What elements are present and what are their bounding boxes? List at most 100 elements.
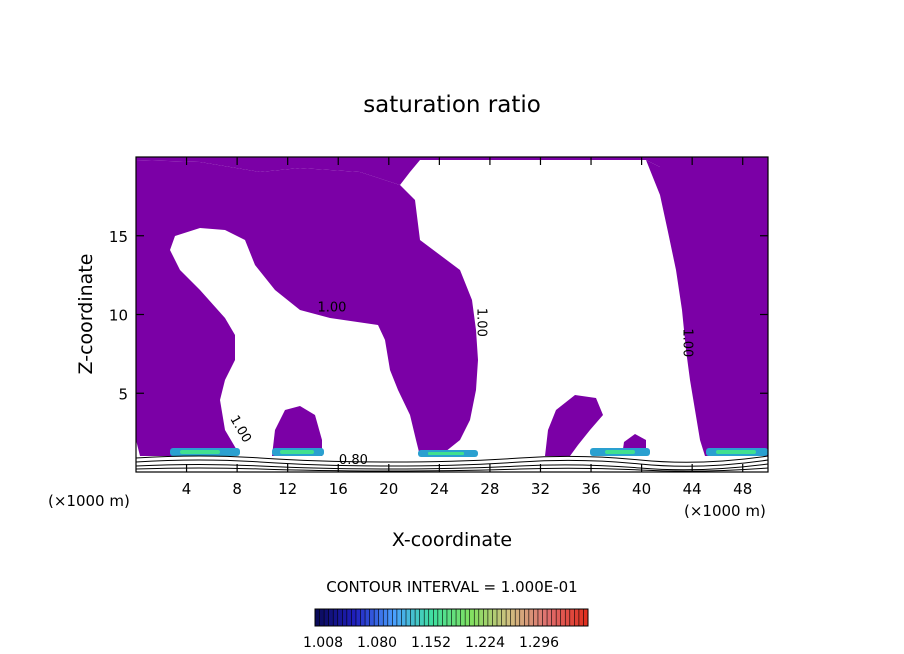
y-tick-label: 10: [109, 307, 128, 325]
colorbar-swatch: [547, 609, 552, 626]
colorbar-swatch: [419, 609, 425, 626]
colorbar-swatch: [346, 609, 352, 626]
colorbar-swatch: [574, 609, 580, 626]
colorbar-swatch: [351, 609, 357, 626]
colorbar-swatch: [415, 609, 420, 626]
x-tick-label: 12: [278, 480, 297, 498]
hotspot-2-core: [280, 450, 314, 454]
colorbar-swatch: [451, 609, 457, 626]
x-unit-right: (×1000 m): [684, 502, 766, 520]
colorbar: [314, 608, 589, 627]
hotspot-1-core: [180, 450, 220, 454]
saturation-fill-region-a: [136, 160, 478, 456]
colorbar-swatch: [501, 609, 507, 626]
x-tick-label: 8: [232, 480, 242, 498]
chart-title: saturation ratio: [363, 92, 541, 118]
colorbar-swatch: [355, 609, 361, 626]
colorbar-swatch: [378, 609, 384, 626]
x-tick-label: 32: [531, 480, 550, 498]
colorbar-swatch: [487, 609, 493, 626]
colorbar-swatch: [578, 609, 584, 626]
y-tick-label: 15: [109, 228, 128, 246]
x-tick-label: 36: [581, 480, 600, 498]
colorbar-swatch: [337, 609, 343, 626]
colorbar-swatch: [537, 609, 543, 626]
colorbar-label: 1.008: [303, 635, 343, 651]
colorbar-swatch: [369, 609, 375, 626]
colorbar-swatch: [383, 609, 389, 626]
saturation-fill-region-b: [646, 160, 768, 456]
x-tick-label: 44: [683, 480, 702, 498]
colorbar-swatch: [392, 609, 398, 626]
colorbar-label: 1.296: [519, 635, 559, 651]
colorbar-swatch: [396, 609, 402, 626]
colorbar-swatch: [437, 609, 443, 626]
colorbar-swatch: [569, 609, 575, 626]
colorbar-swatch: [315, 609, 320, 626]
colorbar-swatch: [342, 609, 348, 626]
hotspot-3-core: [428, 452, 464, 455]
x-tick-label: 28: [480, 480, 499, 498]
colorbar-swatch: [551, 609, 557, 626]
colorbar-swatch: [583, 609, 589, 626]
saturation-fill-cell-2: [545, 395, 603, 456]
colorbar-swatch: [469, 609, 475, 626]
colorbar-swatch: [410, 609, 416, 626]
x-tick-label: 4: [182, 480, 192, 498]
colorbar-swatch: [560, 609, 566, 626]
x-tick-label: 24: [430, 480, 449, 498]
colorbar-swatch: [365, 609, 370, 626]
colorbar-swatch: [510, 609, 516, 626]
colorbar-swatch: [492, 609, 498, 626]
colorbar-swatch: [442, 609, 448, 626]
colorbar-swatch: [556, 609, 561, 626]
colorbar-swatch: [446, 609, 452, 626]
saturation-fill-cell-1: [272, 406, 322, 456]
contour-label: 1.00: [473, 308, 488, 337]
surface-contours: [135, 455, 769, 472]
colorbar-label: 1.080: [357, 635, 397, 651]
y-axis-label: Z-coordinate: [75, 254, 97, 375]
colorbar-swatch: [528, 609, 534, 626]
colorbar-swatch: [515, 609, 521, 626]
colorbar-swatch: [524, 609, 530, 626]
colorbar-label: 1.152: [411, 635, 451, 651]
colorbar-swatch: [542, 609, 548, 626]
colorbar-swatch: [474, 609, 480, 626]
x-tick-label: 16: [329, 480, 348, 498]
colorbar-swatch: [519, 609, 525, 626]
colorbar-swatch: [374, 609, 379, 626]
hotspot-5-core: [716, 450, 756, 454]
y-tick-label: 5: [118, 385, 128, 403]
hotspot-4-core: [605, 450, 635, 454]
colorbar-swatch: [465, 609, 470, 626]
x-tick-label: 40: [632, 480, 651, 498]
colorbar-swatch: [483, 609, 489, 626]
colorbar-swatch: [401, 609, 407, 626]
colorbar-swatch: [328, 609, 334, 626]
colorbar-swatch: [460, 609, 466, 626]
x-axis-label: X-coordinate: [392, 529, 512, 551]
colorbar-label: 1.224: [465, 635, 505, 651]
colorbar-swatch: [319, 609, 325, 626]
colorbar-swatch: [497, 609, 502, 626]
colorbar-frame: [314, 608, 589, 627]
x-tick-label: 48: [733, 480, 752, 498]
colorbar-swatch: [428, 609, 434, 626]
colorbar-swatch: [333, 609, 339, 626]
saturation-fill-left: [136, 157, 768, 185]
colorbar-swatch: [433, 609, 439, 626]
colorbar-swatch: [424, 609, 430, 626]
colorbar-swatch: [478, 609, 484, 626]
colorbar-swatch: [324, 609, 329, 626]
x-unit-left: (×1000 m): [48, 492, 130, 510]
colorbar-swatch: [406, 609, 411, 626]
colorbar-swatch: [387, 609, 393, 626]
colorbar-swatch: [565, 609, 571, 626]
colorbar-swatch: [456, 609, 461, 626]
colorbar-swatch: [533, 609, 539, 626]
colorbar-swatch: [506, 609, 511, 626]
contour-interval-text: CONTOUR INTERVAL = 1.000E-01: [326, 578, 577, 596]
colorbar-swatch: [360, 609, 366, 626]
